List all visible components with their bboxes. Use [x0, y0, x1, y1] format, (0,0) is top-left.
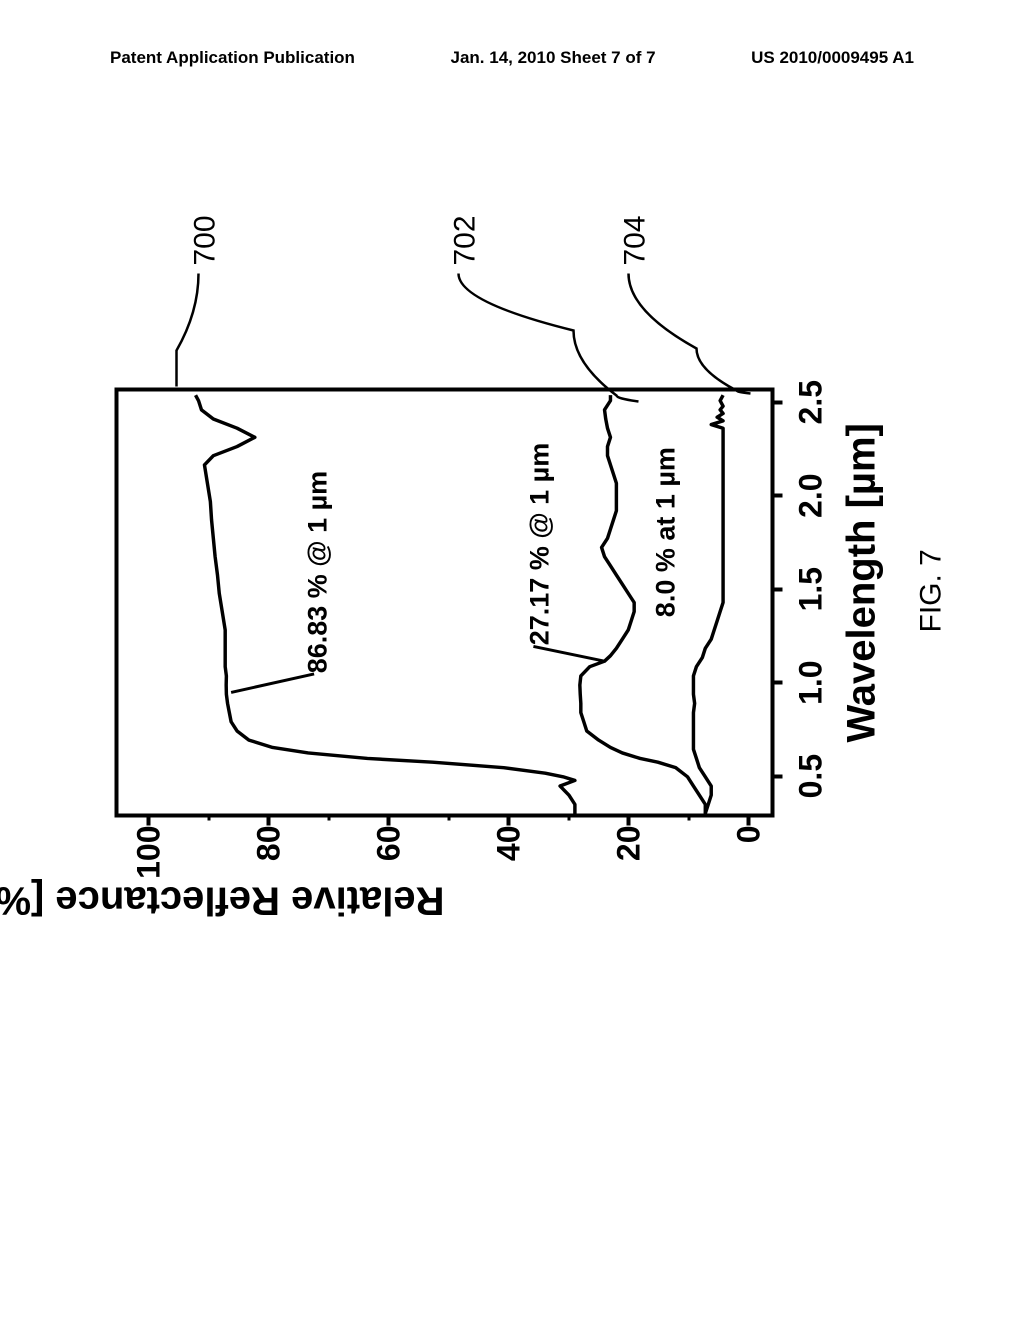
y-tick-label: 80 [251, 826, 288, 906]
header-right: US 2010/0009495 A1 [751, 48, 914, 68]
callout-label-700: 700 [189, 215, 223, 265]
page-header: Patent Application Publication Jan. 14, … [0, 48, 1024, 68]
plot-area: 0204060801000.51.01.52.02.586.83 % @ 1 µ… [115, 388, 775, 818]
x-tick-label: 1.5 [793, 559, 830, 619]
x-tick-label: 2.5 [793, 372, 830, 432]
y-tick-label: 100 [131, 826, 168, 906]
callout-line-704 [629, 274, 751, 394]
y-tick-label: 60 [371, 826, 408, 906]
header-left: Patent Application Publication [110, 48, 355, 68]
x-axis-title: Wavelength [µm] [840, 423, 885, 742]
x-tick-label: 2.0 [793, 466, 830, 526]
callout-line-702 [459, 274, 639, 402]
y-tick-label: 0 [731, 826, 768, 906]
callout-label-704: 704 [619, 215, 653, 265]
callout-line-700 [177, 274, 199, 387]
x-tick-label: 1.0 [793, 653, 830, 713]
y-tick-label: 40 [491, 826, 528, 906]
header-center: Jan. 14, 2010 Sheet 7 of 7 [451, 48, 656, 68]
annotation: 27.17 % @ 1 µm [525, 443, 556, 646]
x-tick-label: 0.5 [793, 746, 830, 806]
figure-7: Relative Reflectance [%] Wavelength [µm]… [75, 313, 950, 913]
y-tick-label: 20 [611, 826, 648, 906]
callout-label-702: 702 [449, 215, 483, 265]
annotation: 86.83 % @ 1 µm [303, 471, 334, 674]
figure-caption: FIG. 7 [915, 549, 949, 632]
annotation: 8.0 % at 1 µm [651, 447, 682, 617]
